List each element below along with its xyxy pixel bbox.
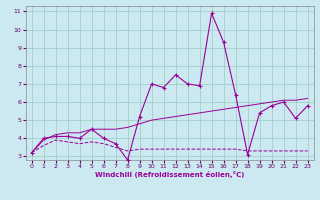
X-axis label: Windchill (Refroidissement éolien,°C): Windchill (Refroidissement éolien,°C)	[95, 171, 244, 178]
